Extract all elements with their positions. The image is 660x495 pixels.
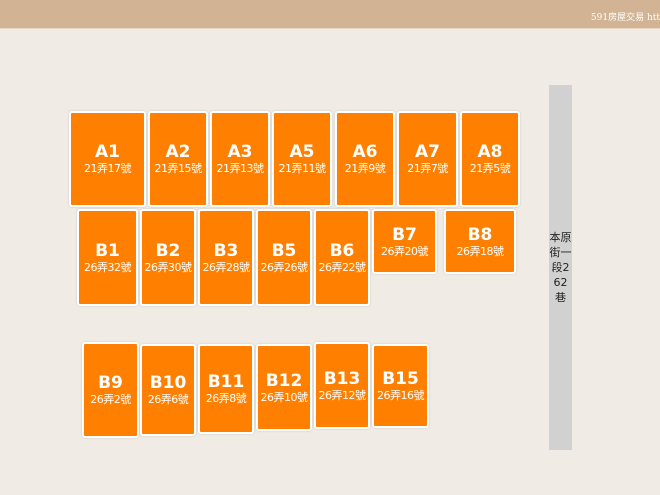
unit-address: 21弄5號: [469, 162, 511, 175]
unit-address: 21弄7號: [407, 162, 448, 175]
unit-code: A5: [289, 142, 315, 162]
unit-code: B11: [207, 372, 245, 392]
unit-a1[interactable]: A1 21弄17號: [69, 111, 146, 207]
unit-address: 26弄28號: [202, 260, 251, 274]
unit-b2[interactable]: B2 26弄30號: [140, 209, 196, 306]
unit-code: B15: [382, 369, 419, 389]
unit-address: 26弄30號: [144, 260, 193, 274]
unit-a7[interactable]: A7 21弄7號: [397, 111, 458, 207]
unit-a3[interactable]: A3 21弄13號: [210, 111, 270, 207]
unit-b13[interactable]: B13 26弄12號: [314, 342, 370, 429]
unit-a6[interactable]: A6 21弄9號: [335, 111, 395, 207]
unit-code: A3: [227, 142, 253, 162]
unit-code: A7: [415, 142, 440, 162]
unit-address: 21弄9號: [344, 162, 386, 175]
unit-b15[interactable]: B15 26弄16號: [372, 344, 429, 428]
unit-address: 21弄15號: [154, 162, 203, 175]
unit-address: 26弄6號: [147, 393, 189, 406]
unit-b11[interactable]: B11 26弄8號: [198, 344, 254, 434]
unit-code: B10: [149, 373, 187, 393]
unit-b3[interactable]: B3 26弄28號: [198, 209, 254, 306]
unit-address: 26弄10號: [260, 390, 309, 404]
unit-b5[interactable]: B5 26弄26號: [256, 209, 312, 306]
unit-code: B5: [271, 240, 297, 261]
unit-b1[interactable]: B1 26弄32號: [77, 209, 138, 306]
unit-code: A8: [477, 142, 503, 162]
unit-address: 26弄32號: [84, 260, 132, 274]
header-text: 591房屋交易 htt: [590, 13, 660, 23]
unit-address: 26弄12號: [318, 388, 367, 402]
unit-code: B13: [323, 368, 361, 389]
unit-code: B6: [329, 240, 355, 261]
unit-address: 26弄18號: [456, 244, 505, 258]
unit-code: B1: [95, 240, 120, 261]
unit-a2[interactable]: A2 21弄15號: [148, 111, 208, 207]
unit-b8[interactable]: B8 26弄18號: [444, 209, 516, 274]
unit-code: B8: [467, 224, 493, 245]
unit-code: A6: [352, 142, 378, 162]
unit-code: B2: [155, 240, 181, 261]
unit-b6[interactable]: B6 26弄22號: [314, 209, 370, 306]
unit-code: A1: [95, 142, 120, 162]
unit-address: 26弄8號: [205, 392, 247, 405]
unit-a5[interactable]: A5 21弄11號: [272, 111, 332, 207]
unit-address: 26弄22號: [318, 260, 367, 274]
unit-code: B3: [213, 240, 239, 261]
unit-address: 21弄17號: [84, 162, 132, 175]
unit-code: B9: [98, 373, 123, 393]
unit-address: 21弄13號: [216, 162, 265, 175]
unit-b12[interactable]: B12 26弄10號: [256, 344, 312, 431]
unit-address: 21弄11號: [278, 162, 327, 175]
street-label: 本原街一段262巷: [549, 231, 572, 304]
unit-a8[interactable]: A8 21弄5號: [460, 111, 520, 207]
unit-address: 26弄20號: [381, 244, 429, 258]
unit-b10[interactable]: B10 26弄6號: [140, 344, 196, 436]
unit-address: 26弄16號: [377, 389, 425, 402]
unit-address: 26弄26號: [260, 260, 309, 274]
unit-b7[interactable]: B7 26弄20號: [372, 209, 437, 274]
street-bar: 本原街一段262巷: [549, 85, 572, 450]
header-bar: 591房屋交易 htt: [0, 0, 660, 29]
unit-code: B12: [265, 370, 303, 391]
unit-code: B7: [392, 224, 417, 245]
unit-code: A2: [165, 142, 191, 162]
unit-address: 26弄2號: [90, 393, 131, 406]
unit-b9[interactable]: B9 26弄2號: [82, 342, 139, 438]
